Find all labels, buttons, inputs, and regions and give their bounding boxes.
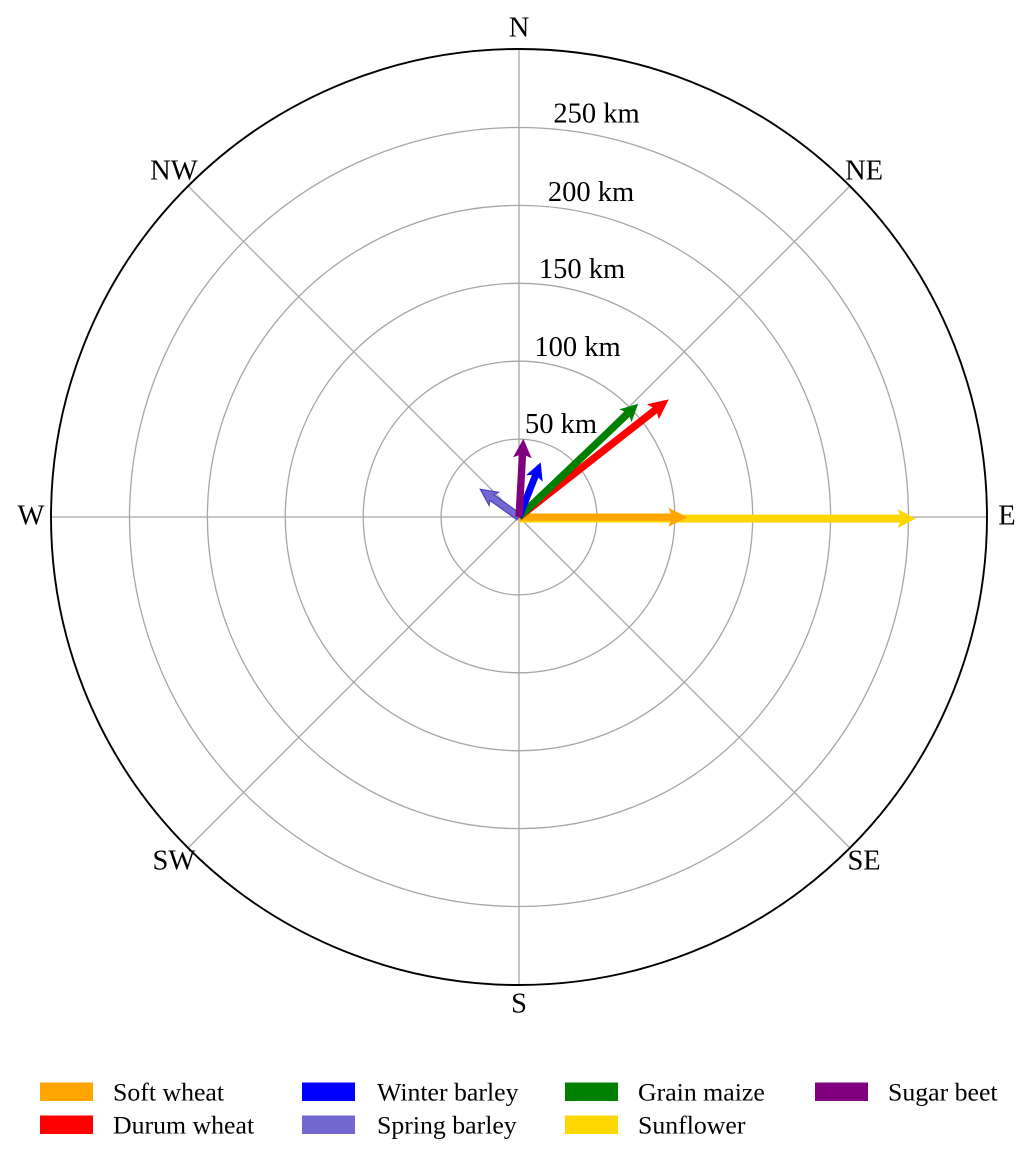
svg-text:N: N <box>509 13 530 44</box>
svg-text:NE: NE <box>845 155 883 186</box>
svg-text:150 km: 150 km <box>539 254 625 285</box>
svg-text:100 km: 100 km <box>534 332 620 363</box>
svg-text:50 km: 50 km <box>525 409 597 440</box>
svg-text:Sugar beet: Sugar beet <box>888 1077 998 1106</box>
svg-text:250 km: 250 km <box>553 99 639 130</box>
svg-text:Durum wheat: Durum wheat <box>113 1110 255 1139</box>
svg-text:SE: SE <box>847 846 880 877</box>
svg-text:Grain maize: Grain maize <box>638 1077 765 1106</box>
svg-text:200 km: 200 km <box>548 177 634 208</box>
svg-text:E: E <box>998 501 1015 532</box>
svg-text:NW: NW <box>150 155 198 186</box>
svg-text:Soft wheat: Soft wheat <box>113 1077 225 1106</box>
svg-text:Spring barley: Spring barley <box>377 1110 517 1139</box>
svg-text:W: W <box>18 501 45 532</box>
svg-text:Sunflower: Sunflower <box>638 1110 746 1139</box>
svg-text:SW: SW <box>153 846 196 877</box>
svg-text:S: S <box>511 989 527 1020</box>
svg-text:Winter barley: Winter barley <box>377 1077 519 1106</box>
